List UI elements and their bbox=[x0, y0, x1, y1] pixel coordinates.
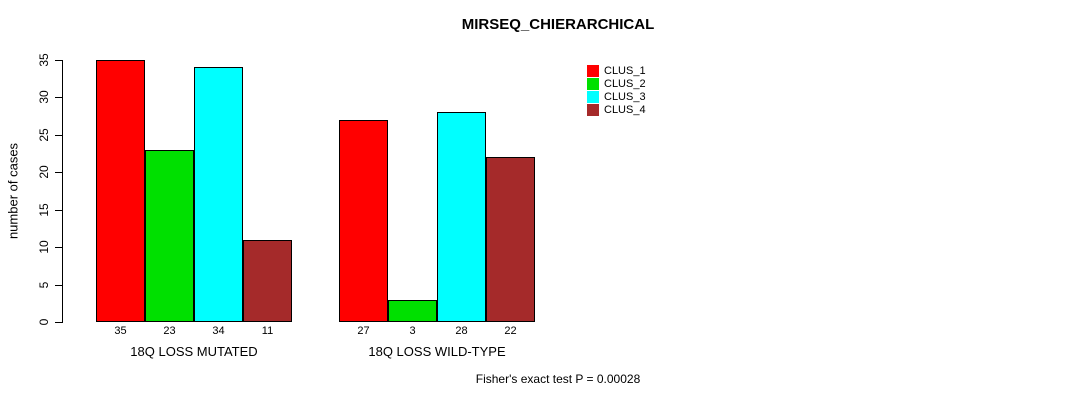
bar-value-label: 3 bbox=[409, 325, 416, 337]
bar-clus_4-group2 bbox=[486, 157, 535, 322]
y-tick bbox=[55, 247, 62, 249]
y-tick bbox=[55, 284, 62, 286]
bar-clus_3-group1 bbox=[194, 67, 243, 322]
y-tick-label: 15 bbox=[37, 203, 51, 217]
bar-value-label: 28 bbox=[455, 325, 468, 337]
legend: CLUS_1 CLUS_2 CLUS_3 CLUS_4 bbox=[587, 64, 646, 116]
y-axis-label: number of cases bbox=[5, 142, 21, 240]
legend-row: CLUS_4 bbox=[587, 103, 646, 116]
fisher-test-note: Fisher's exact test P = 0.00028 bbox=[475, 372, 641, 386]
x-category-label: 18Q LOSS WILD-TYPE bbox=[368, 344, 506, 359]
y-tick-label: 25 bbox=[37, 128, 51, 142]
bar-value-label: 22 bbox=[504, 325, 517, 337]
y-tick bbox=[55, 172, 62, 174]
y-tick-label: 10 bbox=[37, 240, 51, 254]
bar-clus_2-group2 bbox=[388, 299, 437, 322]
y-tick-label: 0 bbox=[37, 318, 51, 326]
legend-row: CLUS_3 bbox=[587, 90, 646, 103]
bar-clus_2-group1 bbox=[145, 149, 194, 322]
legend-label: CLUS_1 bbox=[604, 64, 646, 77]
bar-value-label: 27 bbox=[357, 325, 370, 337]
legend-label: CLUS_3 bbox=[604, 90, 646, 103]
y-tick bbox=[55, 209, 62, 211]
bar-clus_1-group2 bbox=[339, 119, 388, 322]
bar-clus_4-group1 bbox=[243, 239, 292, 322]
legend-swatch-clus_3 bbox=[587, 90, 599, 103]
y-tick-label: 20 bbox=[37, 165, 51, 179]
y-tick-label: 35 bbox=[37, 53, 51, 67]
legend-swatch-clus_2 bbox=[587, 77, 599, 90]
y-tick-label: 30 bbox=[37, 90, 51, 105]
bar-clus_3-group2 bbox=[437, 112, 486, 322]
bar-value-label: 35 bbox=[114, 325, 127, 337]
bar-value-label: 11 bbox=[261, 325, 274, 337]
legend-label: CLUS_2 bbox=[604, 77, 646, 90]
y-tick bbox=[55, 322, 62, 323]
y-tick bbox=[55, 60, 62, 61]
y-tick bbox=[55, 134, 62, 136]
chart-title: MIRSEQ_CHIERARCHICAL bbox=[461, 16, 655, 33]
bar-value-label: 23 bbox=[163, 325, 176, 337]
y-axis-line bbox=[62, 60, 63, 323]
legend-swatch-clus_1 bbox=[587, 64, 599, 77]
x-category-label: 18Q LOSS MUTATED bbox=[130, 344, 258, 359]
legend-swatch-clus_4 bbox=[587, 103, 599, 116]
y-tick bbox=[55, 97, 62, 99]
bar-clus_1-group1 bbox=[96, 60, 145, 322]
legend-label: CLUS_4 bbox=[604, 103, 646, 116]
legend-row: CLUS_2 bbox=[587, 77, 646, 90]
bar-value-label: 34 bbox=[212, 325, 225, 337]
y-tick-label: 5 bbox=[37, 281, 51, 288]
legend-row: CLUS_1 bbox=[587, 64, 646, 77]
